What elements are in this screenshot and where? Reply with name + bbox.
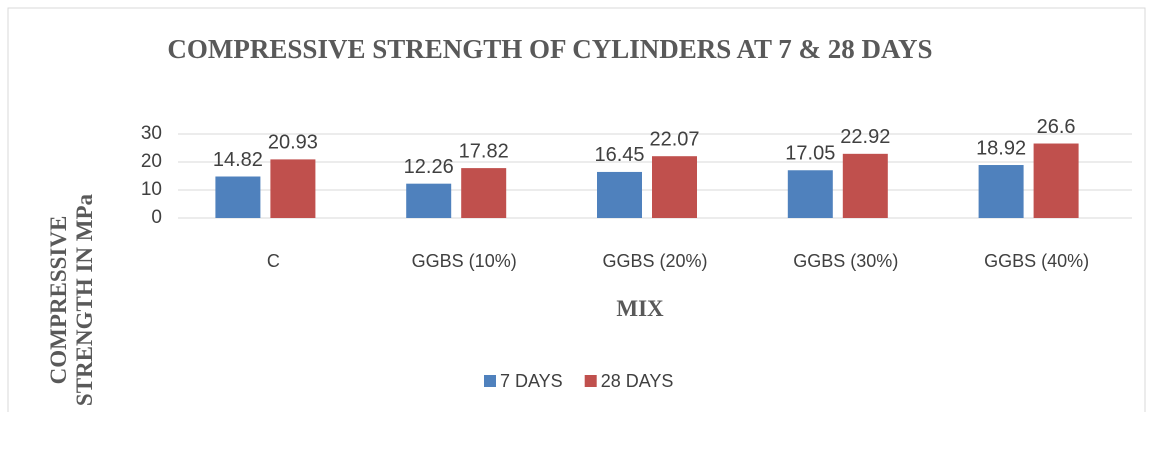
y-axis-label: COMPRESSIVE STRENGTH IN MPa	[46, 193, 97, 407]
data-label: 17.82	[459, 140, 509, 162]
data-label: 14.82	[213, 149, 263, 171]
legend-label: 7 DAYS	[500, 371, 563, 391]
data-label: 22.92	[840, 126, 890, 148]
x-tick-label: GGBS (10%)	[412, 251, 517, 271]
legend-swatch	[584, 375, 597, 387]
page: 0 10 20 30 C 14.82 20.93 GGBS (10%) 12.26 17.82 GG…	[7, 7, 1146, 412]
bar	[270, 159, 316, 218]
y-tick-label: 0	[151, 207, 162, 228]
data-label: 22.07	[649, 128, 699, 150]
legend-swatch	[484, 375, 496, 387]
bar	[652, 156, 697, 218]
chart-frame	[7, 7, 1146, 412]
bar	[978, 165, 1024, 218]
bar	[215, 176, 261, 218]
bar	[406, 183, 452, 218]
data-label: 16.45	[594, 144, 644, 166]
data-label: 12.26	[404, 156, 454, 178]
bar	[787, 170, 833, 218]
x-axis-label: MIX	[616, 296, 664, 321]
bar	[842, 153, 888, 218]
y-tick-label: 20	[141, 151, 162, 172]
x-tick-label: GGBS (20%)	[602, 251, 707, 271]
bar	[1033, 143, 1079, 218]
x-tick-label: GGBS (30%)	[793, 251, 898, 271]
chart-title: COMPRESSIVE STRENGTH OF CYLINDERS AT 7 &…	[167, 34, 933, 64]
x-tick-label: C	[267, 251, 280, 271]
data-label: 18.92	[976, 137, 1026, 159]
data-label: 26.6	[1037, 116, 1076, 138]
y-tick-label: 30	[141, 123, 162, 144]
bar	[597, 171, 642, 218]
legend-label: 28 DAYS	[601, 371, 674, 391]
data-label: 17.05	[785, 143, 835, 165]
bar	[461, 168, 507, 218]
data-label: 20.93	[268, 132, 318, 154]
y-tick-label: 10	[141, 179, 162, 200]
x-tick-label: GGBS (40%)	[984, 251, 1089, 271]
